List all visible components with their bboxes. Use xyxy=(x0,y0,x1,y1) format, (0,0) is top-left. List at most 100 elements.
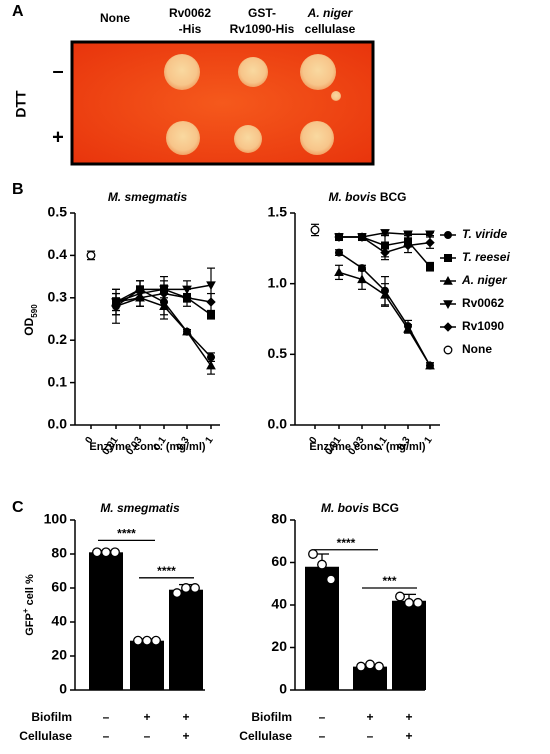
bar xyxy=(305,566,339,690)
y-label-main: GFP xyxy=(24,613,36,636)
condition-name: Cellulase xyxy=(19,729,72,743)
title-part: M. bovis xyxy=(321,501,369,515)
condition-value: – xyxy=(319,710,326,724)
condition-name: Biofilm xyxy=(31,710,72,724)
row-title: DTT xyxy=(13,90,29,118)
x-axis-label: Enzyme conc. (mg/ml) xyxy=(309,441,425,453)
bar xyxy=(169,589,203,690)
y-label-suffix: cell % xyxy=(24,574,36,608)
marker xyxy=(425,360,435,370)
marker xyxy=(182,293,192,303)
y-tick-label: 0.5 xyxy=(268,345,288,361)
legend-label: T. viride xyxy=(462,227,507,241)
bar xyxy=(89,552,123,690)
data-point xyxy=(142,635,152,646)
halo xyxy=(234,125,262,153)
data-point xyxy=(317,559,327,570)
condition-value: – xyxy=(103,729,110,743)
data-point xyxy=(151,635,161,646)
condition-value: + xyxy=(182,710,189,724)
x-tick-label: 1 xyxy=(203,435,215,446)
legend-label: A. niger xyxy=(461,273,508,287)
marker xyxy=(403,230,413,240)
marker xyxy=(159,301,169,310)
series-line xyxy=(338,251,431,367)
y-label-sub: 590 xyxy=(30,304,39,318)
condition-value: + xyxy=(143,710,150,724)
x-axis-label: Enzyme conc. (mg/ml) xyxy=(89,441,205,453)
panel-label: A xyxy=(12,3,24,20)
marker xyxy=(357,274,367,284)
column-header: -His xyxy=(179,22,202,36)
marker xyxy=(426,262,434,271)
condition-value: + xyxy=(182,729,189,743)
title-part: M. smegmatis xyxy=(100,501,180,515)
marker xyxy=(380,289,390,299)
condition-value: – xyxy=(319,729,326,743)
title-part: BCG xyxy=(372,501,399,515)
condition-value: – xyxy=(144,729,151,743)
significance-label: **** xyxy=(157,564,176,578)
halo xyxy=(300,121,334,155)
marker xyxy=(425,237,435,248)
significance-label: **** xyxy=(117,527,136,541)
halo xyxy=(166,121,200,155)
marker xyxy=(443,275,453,285)
y-tick-label: 60 xyxy=(51,579,67,595)
y-tick-label: 0.1 xyxy=(48,373,68,389)
y-tick-label: 0.0 xyxy=(48,416,68,432)
y-tick-label: 0 xyxy=(59,681,67,697)
marker xyxy=(206,360,216,370)
data-point xyxy=(326,574,336,585)
legend-label: None xyxy=(462,342,492,356)
marker xyxy=(444,254,452,262)
halo xyxy=(300,54,336,90)
chart-title: M. bovis BCG xyxy=(321,501,399,515)
condition-value: + xyxy=(405,710,412,724)
x-tick-label: 0 xyxy=(307,435,319,446)
data-point xyxy=(365,659,375,670)
title-part: M. smegmatis xyxy=(108,190,188,204)
marker xyxy=(380,247,390,258)
y-tick-label: 80 xyxy=(51,545,67,561)
data-point xyxy=(308,549,318,559)
legend-label: T. reesei xyxy=(462,250,510,264)
chart-title: M. smegmatis xyxy=(100,501,180,515)
condition-value: – xyxy=(367,729,374,743)
data-point xyxy=(172,588,182,599)
data-point xyxy=(181,583,191,593)
marker xyxy=(335,248,343,257)
y-tick-label: 0 xyxy=(279,681,287,697)
data-point xyxy=(395,591,405,602)
chart-title: M. smegmatis xyxy=(108,190,188,204)
y-tick-label: 0.3 xyxy=(48,289,68,305)
marker xyxy=(86,250,96,260)
column-header: A. niger xyxy=(307,6,354,20)
marker xyxy=(443,300,453,310)
chart-title: M. bovis BCG xyxy=(328,190,406,204)
data-point xyxy=(110,547,120,558)
legend-label: Rv0062 xyxy=(462,296,504,310)
column-header: None xyxy=(100,11,130,25)
data-point xyxy=(92,547,102,558)
condition-value: – xyxy=(103,710,110,724)
significance-label: *** xyxy=(382,574,396,588)
y-tick-label: 0.0 xyxy=(268,416,288,432)
row-label: – xyxy=(52,60,63,82)
row-label: + xyxy=(52,126,64,148)
column-header: Rv0062 xyxy=(169,6,211,20)
data-point xyxy=(101,547,111,558)
condition-value: + xyxy=(366,710,373,724)
y-axis-label: GFP+ cell % xyxy=(21,574,36,636)
x-tick-label: 0 xyxy=(83,435,95,446)
y-tick-label: 40 xyxy=(271,596,287,612)
y-tick-label: 1.0 xyxy=(268,274,288,290)
panel-label: C xyxy=(12,499,24,516)
marker xyxy=(357,232,367,242)
marker xyxy=(206,297,216,307)
marker xyxy=(206,281,216,291)
bar xyxy=(353,666,387,690)
data-point xyxy=(133,635,143,646)
data-point xyxy=(374,661,384,672)
marker xyxy=(135,293,145,303)
